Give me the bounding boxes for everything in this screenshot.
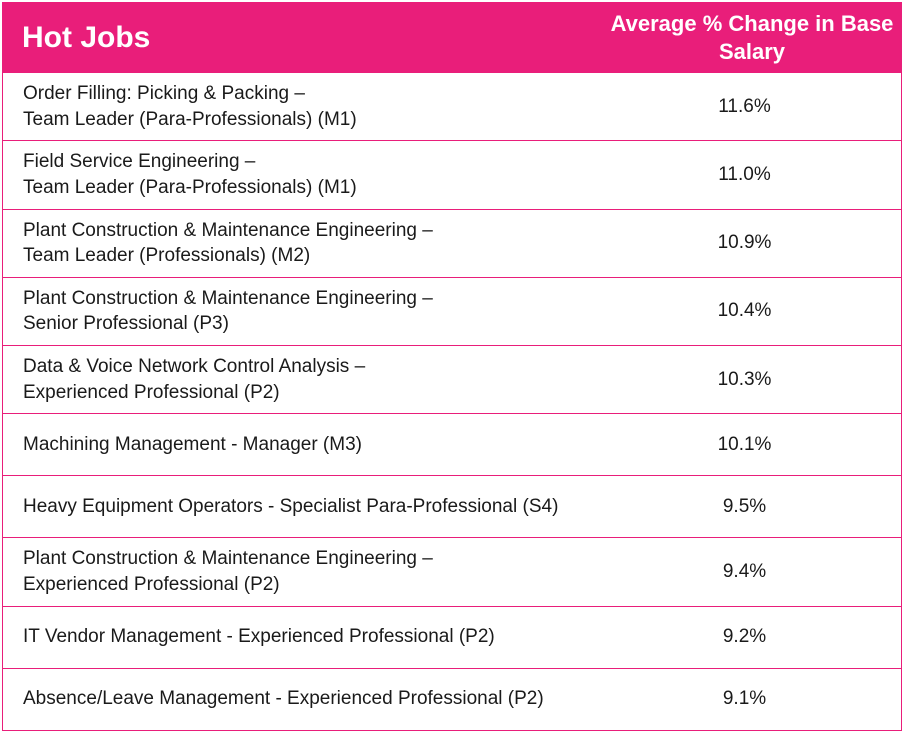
table-row: Heavy Equipment Operators - Specialist P…	[2, 476, 902, 538]
job-label: Plant Construction & Maintenance Enginee…	[3, 210, 603, 277]
change-value: 9.1%	[603, 688, 901, 710]
table-row: Order Filling: Picking & Packing – Team …	[2, 73, 902, 141]
table-row: Plant Construction & Maintenance Enginee…	[2, 278, 902, 346]
change-value: 10.9%	[603, 232, 901, 254]
change-value: 9.5%	[603, 496, 901, 518]
table-subtitle: Average % Change in Base Salary	[602, 10, 902, 65]
change-value: 10.3%	[603, 369, 901, 391]
job-label: Machining Management - Manager (M3)	[3, 424, 603, 466]
job-label: Heavy Equipment Operators - Specialist P…	[3, 486, 603, 528]
table-row: Data & Voice Network Control Analysis – …	[2, 346, 902, 414]
change-value: 11.6%	[603, 96, 901, 118]
job-label: IT Vendor Management - Experienced Profe…	[3, 616, 603, 658]
change-value: 10.1%	[603, 434, 901, 456]
table-row: Field Service Engineering – Team Leader …	[2, 141, 902, 209]
table-row: Absence/Leave Management - Experienced P…	[2, 669, 902, 731]
table-title: Hot Jobs	[2, 21, 602, 55]
job-label: Order Filling: Picking & Packing – Team …	[3, 73, 603, 140]
change-value: 10.4%	[603, 300, 901, 322]
job-label: Field Service Engineering – Team Leader …	[3, 141, 603, 208]
table-row: Plant Construction & Maintenance Enginee…	[2, 538, 902, 606]
job-label: Plant Construction & Maintenance Enginee…	[3, 538, 603, 605]
table-row: Machining Management - Manager (M3) 10.1…	[2, 414, 902, 476]
change-value: 9.2%	[603, 626, 901, 648]
change-value: 9.4%	[603, 561, 901, 583]
table-row: IT Vendor Management - Experienced Profe…	[2, 607, 902, 669]
job-label: Data & Voice Network Control Analysis – …	[3, 346, 603, 413]
job-label: Absence/Leave Management - Experienced P…	[3, 678, 603, 720]
hot-jobs-table: Hot Jobs Average % Change in Base Salary…	[2, 2, 902, 731]
table-header-row: Hot Jobs Average % Change in Base Salary	[2, 2, 902, 73]
change-value: 11.0%	[603, 164, 901, 186]
job-label: Plant Construction & Maintenance Enginee…	[3, 278, 603, 345]
table-row: Plant Construction & Maintenance Enginee…	[2, 210, 902, 278]
table-body: Order Filling: Picking & Packing – Team …	[2, 73, 902, 731]
